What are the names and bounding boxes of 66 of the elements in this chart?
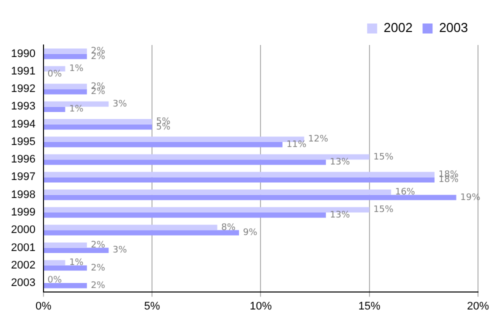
bar (44, 84, 87, 90)
bar (44, 230, 240, 236)
bar (44, 160, 326, 165)
data-label: 2% (90, 240, 106, 250)
y-tick-label: 2002 (10, 259, 36, 272)
data-label: 16% (395, 188, 416, 198)
data-label: 13% (330, 158, 350, 168)
bar (44, 282, 87, 288)
bar (44, 207, 370, 212)
bar (44, 172, 435, 178)
data-label: 3% (112, 246, 128, 256)
y-tick-label: 1993 (10, 100, 36, 113)
bar (44, 119, 152, 124)
bar (44, 66, 66, 72)
data-label: 2% (90, 87, 106, 98)
bar (44, 142, 282, 148)
y-tick-label: 2000 (10, 224, 36, 236)
legend-label: 2003 (439, 20, 468, 36)
data-label: 9% (243, 228, 258, 238)
y-tick-label: 2001 (10, 242, 36, 254)
data-label: 15% (373, 152, 394, 162)
bar (44, 48, 87, 54)
bar (44, 89, 87, 94)
data-label: 1% (69, 104, 84, 115)
x-tick-label: 0% (36, 300, 52, 312)
data-label: 18% (438, 175, 459, 186)
y-tick-label: 1994 (10, 118, 36, 130)
bar (44, 265, 87, 271)
data-label: 13% (330, 210, 350, 220)
y-tick-label: 1992 (10, 83, 36, 96)
data-label: 5% (156, 122, 171, 132)
bar (44, 177, 435, 183)
legend-label: 2002 (384, 20, 413, 36)
y-tick-label: 1991 (10, 65, 36, 78)
y-tick-label: 1996 (10, 154, 36, 166)
data-label: 11% (286, 140, 307, 150)
y-tick-label: 1997 (10, 171, 36, 184)
y-tick-label: 2003 (10, 277, 36, 290)
bar (44, 242, 87, 248)
x-tick-label: 5% (144, 300, 160, 312)
y-tick-label: 1999 (10, 206, 36, 219)
bar (44, 248, 109, 254)
bar (44, 260, 66, 266)
data-label: 0% (47, 69, 62, 80)
data-label: 15% (373, 205, 394, 216)
y-tick-label: 1998 (10, 188, 36, 201)
bar (44, 212, 326, 218)
bar (44, 54, 87, 60)
x-tick-label: 10% (250, 300, 272, 312)
y-tick-label: 1995 (10, 136, 36, 148)
data-label: 0% (47, 276, 62, 286)
bar (44, 194, 456, 200)
bar (44, 106, 66, 112)
bar (44, 124, 152, 130)
bar (44, 224, 218, 230)
data-label: 1% (69, 258, 84, 268)
y-tick-label: 1990 (10, 48, 36, 60)
data-label: 3% (112, 99, 128, 110)
data-label: 1% (69, 64, 84, 74)
data-label: 2% (90, 280, 106, 291)
data-label: 2% (90, 263, 106, 274)
x-tick-label: 20% (466, 300, 490, 312)
x-tick-label: 15% (358, 300, 381, 312)
data-label: 12% (308, 134, 329, 145)
bar (44, 136, 304, 142)
bar (44, 190, 392, 195)
